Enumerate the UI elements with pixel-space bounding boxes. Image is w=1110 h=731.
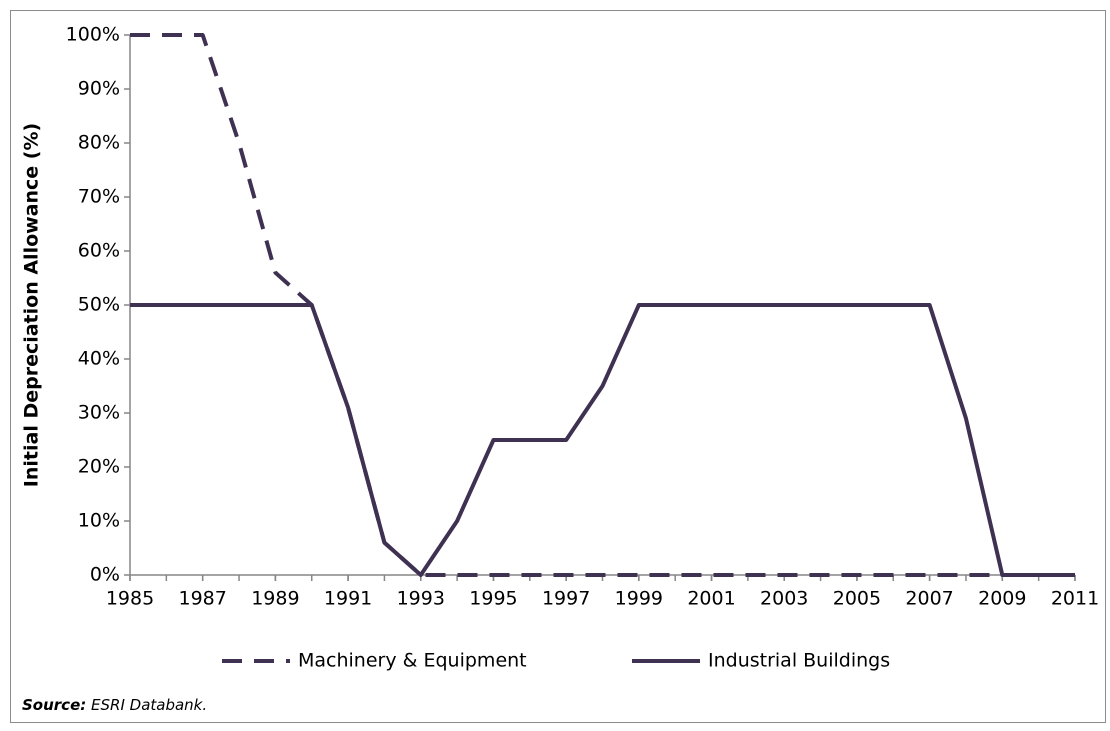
chart-frame	[10, 10, 1106, 723]
y-tick-label: 60%	[78, 240, 120, 262]
series-line	[130, 33, 1075, 577]
x-tick-label: 1989	[251, 588, 299, 610]
x-tick-label: 2007	[905, 588, 953, 610]
y-tick-label: 100%	[66, 24, 120, 46]
y-tick-label: 70%	[78, 186, 120, 208]
legend-label: Industrial Buildings	[708, 650, 890, 672]
x-tick-label: 2003	[760, 588, 808, 610]
source-text: ESRI Databank.	[91, 696, 207, 714]
y-tick-label: 10%	[78, 510, 120, 532]
x-tick-label: 1995	[469, 588, 517, 610]
y-tick-label: 90%	[78, 78, 120, 100]
y-tick-label: 40%	[78, 348, 120, 370]
x-tick-label: 1993	[397, 588, 445, 610]
x-tick-label: 2001	[687, 588, 735, 610]
y-tick-label: 20%	[78, 456, 120, 478]
y-tick-label: 0%	[90, 564, 120, 586]
y-tick-label: 30%	[78, 402, 120, 424]
y-tick-label: 80%	[78, 132, 120, 154]
x-tick-label: 2005	[833, 588, 881, 610]
legend-label: Machinery & Equipment	[298, 650, 527, 672]
x-tick-label: 1997	[542, 588, 590, 610]
x-tick-label: 1991	[324, 588, 372, 610]
source-note: Source: ESRI Databank.	[22, 696, 207, 714]
x-tick-label: 2009	[978, 588, 1026, 610]
x-tick-label: 1987	[179, 588, 227, 610]
source-label: Source:	[22, 696, 86, 714]
x-tick-label: 2011	[1051, 588, 1099, 610]
y-tick-label: 50%	[78, 294, 120, 316]
y-axis-title: Initial Depreciation Allowance (%)	[21, 123, 43, 487]
x-tick-label: 1999	[615, 588, 663, 610]
series-line	[130, 303, 1075, 577]
x-tick-label: 1985	[106, 588, 154, 610]
